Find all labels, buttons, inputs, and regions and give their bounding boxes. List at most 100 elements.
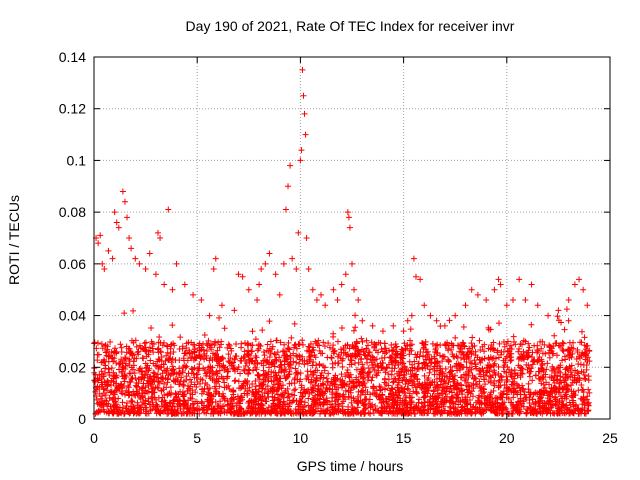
roti-point: [228, 362, 235, 369]
roti-point: [360, 365, 367, 372]
roti-peak-point: [113, 219, 120, 226]
roti-point: [135, 351, 142, 358]
roti-point: [477, 387, 484, 394]
roti-peak-point: [293, 266, 300, 273]
roti-point: [281, 352, 288, 359]
roti-point: [285, 371, 292, 378]
roti-point: [515, 356, 522, 363]
roti-point: [510, 338, 517, 345]
roti-point: [141, 346, 148, 353]
roti-point: [228, 347, 235, 354]
roti-peak-point: [190, 291, 197, 298]
roti-point: [498, 394, 505, 401]
roti-point: [194, 378, 201, 385]
roti-point: [122, 405, 129, 412]
roti-point: [504, 338, 511, 345]
roti-point: [135, 408, 142, 415]
roti-peak-point: [483, 297, 490, 304]
roti-point: [301, 399, 308, 406]
roti-point: [399, 359, 406, 366]
roti-point: [385, 376, 392, 383]
gridlines: [94, 57, 610, 419]
roti-point: [368, 377, 375, 384]
roti-point: [250, 367, 257, 374]
roti-point: [204, 342, 211, 349]
roti-point: [268, 378, 275, 385]
roti-point: [317, 350, 324, 357]
roti-point: [167, 372, 174, 379]
roti-point: [578, 382, 585, 389]
roti-point: [352, 312, 359, 319]
roti-point: [156, 380, 163, 387]
roti-point: [306, 390, 313, 397]
roti-point: [498, 348, 505, 355]
roti-peak-point: [474, 291, 481, 298]
roti-point: [306, 356, 313, 363]
roti-point: [508, 381, 515, 388]
roti-point: [298, 398, 305, 405]
roti-point: [382, 350, 389, 357]
x-tick-label: 10: [293, 430, 309, 446]
roti-point: [269, 343, 276, 350]
roti-point: [499, 406, 506, 413]
roti-peak-point: [509, 297, 516, 304]
roti-point: [273, 337, 280, 344]
roti-point: [468, 350, 475, 356]
roti-point: [346, 383, 353, 390]
roti-point: [252, 377, 259, 384]
roti-point: [102, 397, 109, 404]
roti-point: [281, 361, 288, 368]
roti-point: [210, 350, 217, 357]
roti-point: [431, 393, 438, 400]
roti-point: [282, 366, 289, 373]
roti-peak-point: [302, 131, 309, 138]
roti-point: [118, 348, 125, 355]
roti-point: [263, 358, 270, 365]
roti-point: [225, 368, 232, 375]
roti-point: [155, 339, 162, 346]
roti-point: [285, 345, 292, 352]
roti-point: [169, 322, 176, 329]
roti-point: [244, 392, 251, 399]
roti-peak-point: [169, 286, 176, 293]
roti-point: [513, 381, 520, 388]
roti-point: [160, 339, 167, 346]
roti-point: [142, 368, 149, 375]
roti-point: [167, 350, 174, 357]
roti-point: [495, 363, 502, 370]
roti-point: [460, 371, 467, 378]
roti-point: [426, 369, 433, 376]
roti-point: [261, 352, 268, 359]
roti-point: [177, 378, 184, 385]
roti-point: [183, 410, 190, 417]
roti-point: [445, 358, 452, 365]
roti-point: [345, 387, 352, 394]
roti-point: [242, 385, 249, 392]
roti-point: [94, 357, 101, 364]
roti-peak-point: [318, 291, 325, 298]
roti-point: [358, 388, 365, 395]
roti-point: [573, 377, 580, 384]
roti-peak-point: [359, 317, 366, 324]
roti-point: [297, 370, 304, 377]
roti-point: [201, 331, 208, 338]
roti-point: [230, 365, 237, 372]
roti-point: [126, 389, 133, 396]
roti-point: [487, 373, 494, 380]
roti-peak-point: [369, 322, 376, 329]
roti-point: [176, 381, 183, 388]
roti-peak-point: [305, 266, 312, 273]
roti-point: [225, 351, 232, 358]
roti-point: [278, 368, 285, 375]
roti-point: [224, 373, 231, 380]
roti-point: [544, 360, 551, 367]
roti-peak-point: [258, 266, 265, 273]
roti-point: [261, 389, 268, 396]
roti-point: [402, 393, 409, 400]
roti-peak-point: [212, 255, 219, 262]
roti-point: [408, 347, 415, 354]
roti-point: [566, 339, 573, 346]
roti-point: [110, 378, 117, 385]
roti-point: [463, 364, 470, 371]
roti-point: [332, 372, 339, 379]
